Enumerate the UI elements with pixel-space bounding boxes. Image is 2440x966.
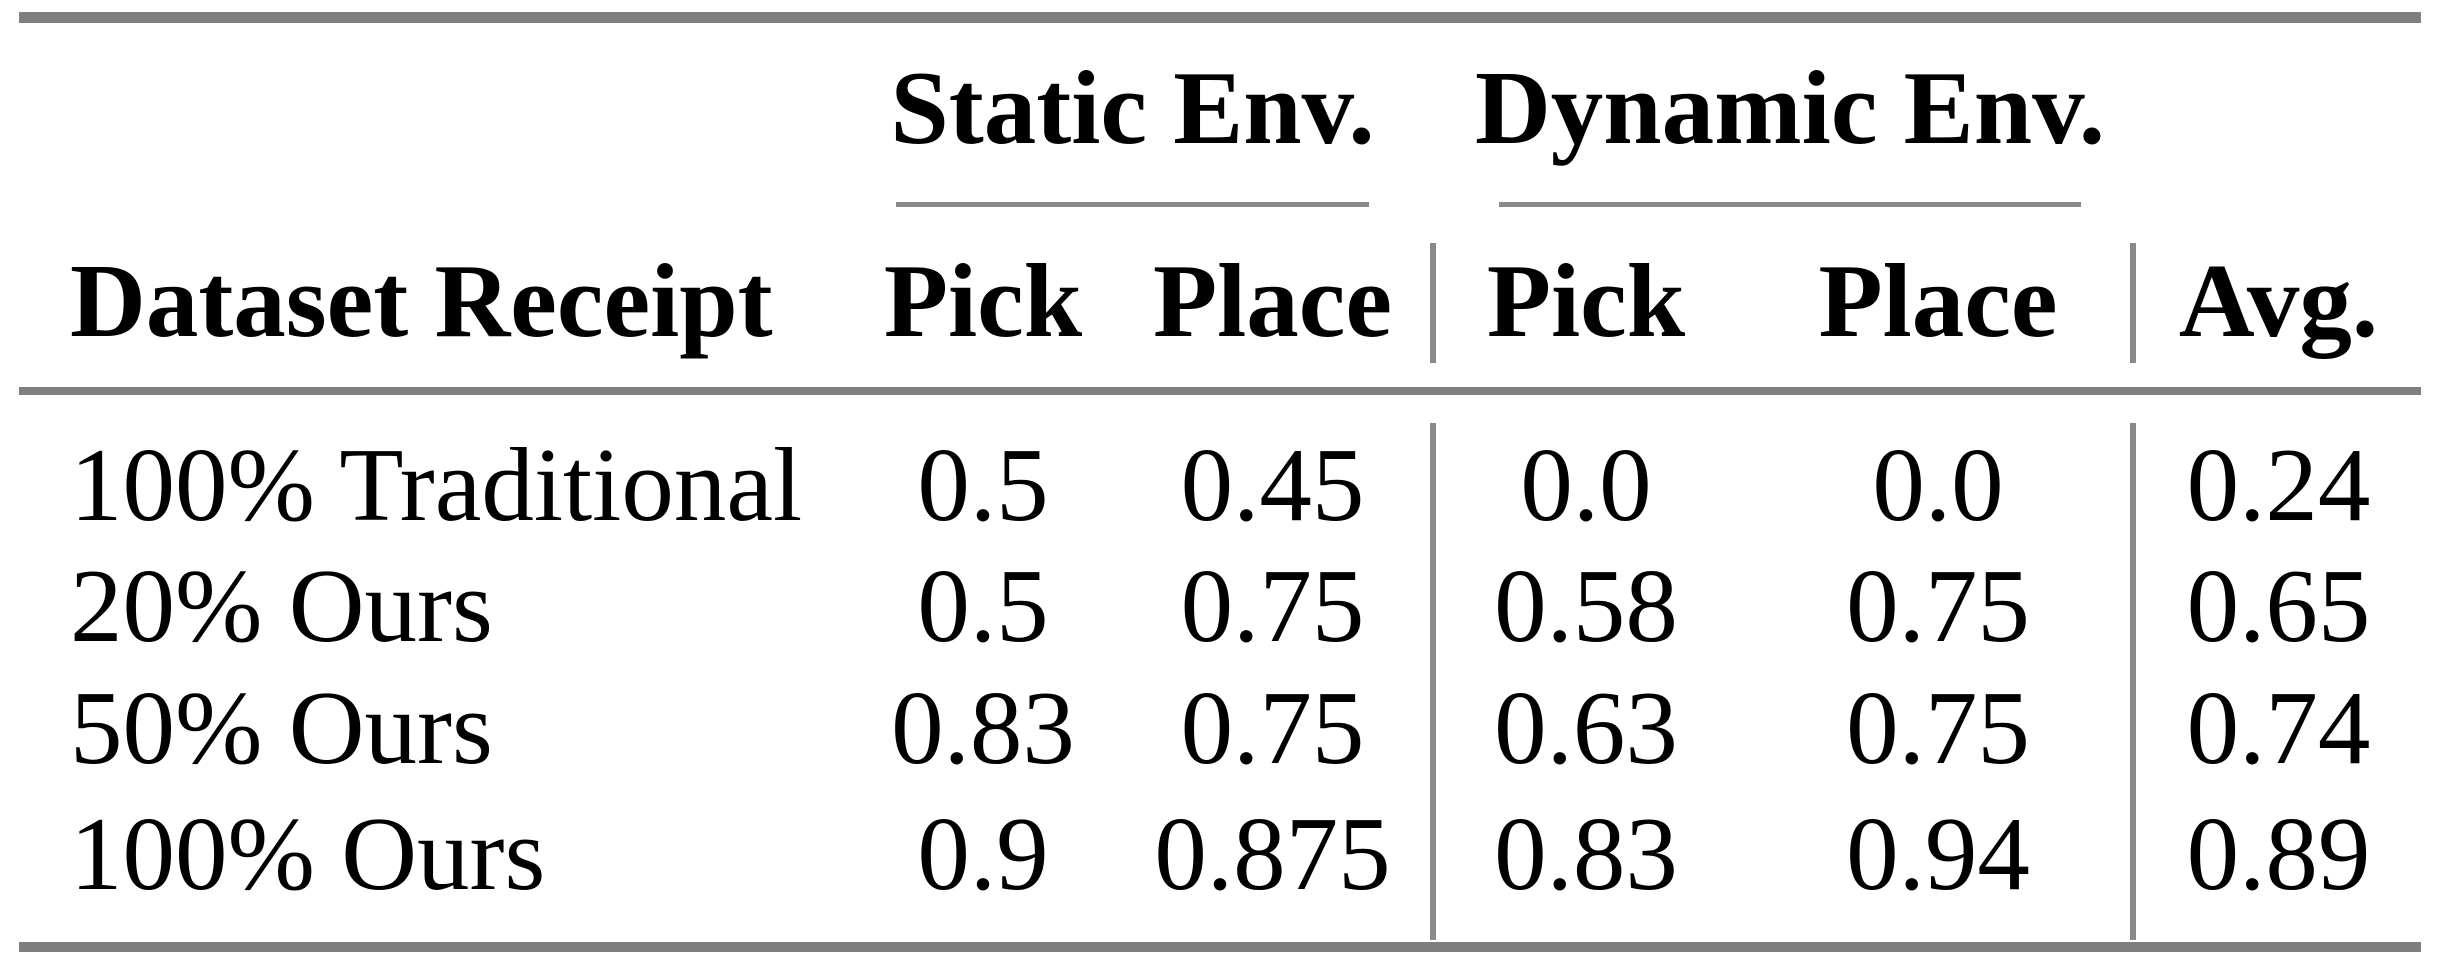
cell-static-place: 0.45 (1180, 425, 1365, 543)
vline-dynamic-avg-header (2130, 243, 2136, 363)
cell-dynamic-pick: 0.63 (1494, 668, 1678, 786)
row-label: 50% Ours (70, 668, 493, 786)
vline-static-dynamic-header (1430, 243, 1436, 363)
group-header-static-env: Static Env. (890, 48, 1375, 166)
row-label: 100% Traditional (70, 425, 803, 543)
cell-static-pick: 0.83 (891, 668, 1075, 786)
column-header-avg: Avg. (2178, 241, 2379, 359)
cmidrule-static-env (896, 202, 1369, 207)
group-header-dynamic-env: Dynamic Env. (1474, 48, 2106, 166)
column-header-static-place: Place (1152, 241, 1393, 359)
cell-dynamic-place: 0.94 (1846, 794, 2030, 912)
cell-dynamic-pick: 0.58 (1494, 546, 1678, 664)
cell-dynamic-pick: 0.0 (1520, 425, 1652, 543)
cell-dynamic-place: 0.75 (1846, 546, 2030, 664)
row-label: 100% Ours (70, 794, 546, 912)
column-header-dataset-receipt: Dataset Receipt (70, 241, 773, 359)
cell-avg: 0.24 (2186, 425, 2371, 543)
cell-dynamic-place: 0.0 (1872, 425, 2004, 543)
table-bottom-rule (19, 942, 2421, 952)
vline-static-dynamic-body (1430, 423, 1436, 940)
vline-dynamic-avg-body (2130, 423, 2136, 940)
table-top-rule (19, 12, 2421, 23)
cell-static-pick: 0.9 (917, 794, 1049, 912)
row-label: 20% Ours (70, 546, 493, 664)
table-header-rule (19, 387, 2421, 395)
cell-static-place: 0.875 (1154, 794, 1391, 912)
column-header-dynamic-place: Place (1818, 241, 2058, 359)
cell-static-place: 0.75 (1180, 546, 1365, 664)
cmidrule-dynamic-env (1499, 202, 2081, 207)
cell-dynamic-place: 0.75 (1846, 668, 2030, 786)
cell-static-pick: 0.5 (917, 425, 1049, 543)
cell-avg: 0.89 (2186, 794, 2371, 912)
column-header-dynamic-pick: Pick (1486, 241, 1686, 359)
column-header-static-pick: Pick (883, 241, 1083, 359)
cell-avg: 0.74 (2186, 668, 2371, 786)
cell-avg: 0.65 (2186, 546, 2371, 664)
cell-static-pick: 0.5 (917, 546, 1049, 664)
cell-static-place: 0.75 (1180, 668, 1365, 786)
cell-dynamic-pick: 0.83 (1494, 794, 1678, 912)
